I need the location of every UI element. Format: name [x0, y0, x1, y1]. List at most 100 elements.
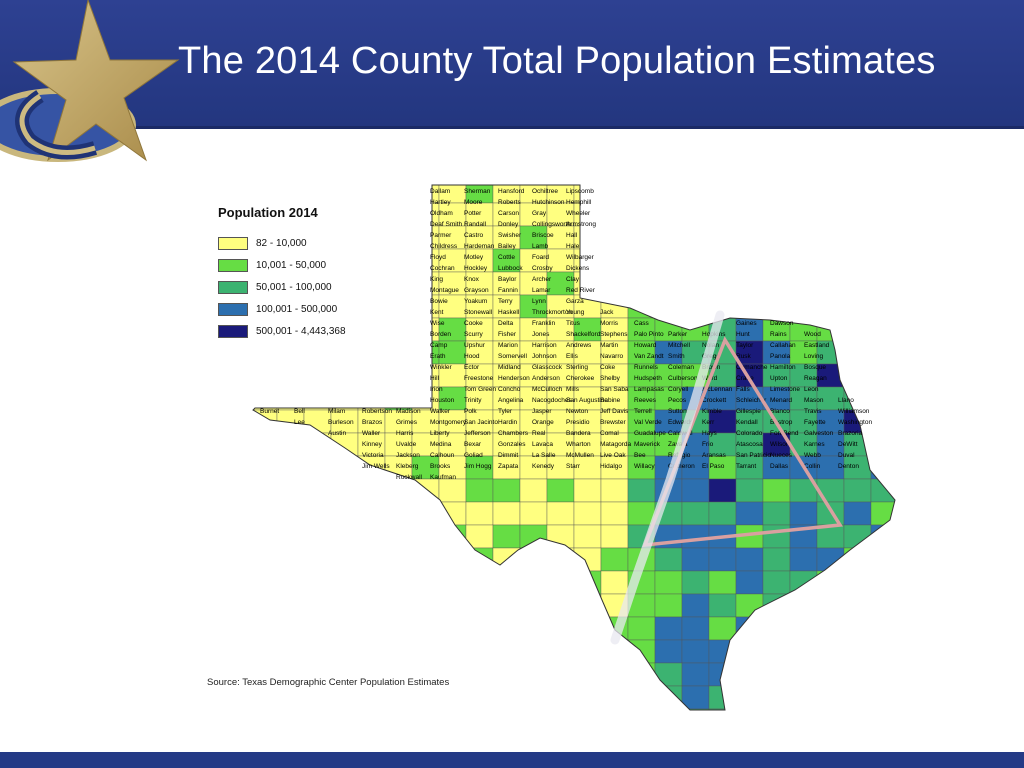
county-cell [303, 478, 332, 503]
legend-label: 10,001 - 50,000 [256, 259, 327, 271]
county-label: Comal [600, 430, 619, 437]
county-cell [465, 708, 494, 710]
county-cell [708, 547, 737, 572]
county-cell [681, 662, 710, 687]
county-label: Titus [566, 320, 581, 327]
county-cell [654, 662, 683, 687]
county-label: Burleson [328, 419, 354, 426]
county-label: Lubbock [498, 265, 523, 272]
county-label: Bowie [430, 298, 448, 305]
county-cell [303, 547, 332, 572]
county-cell [519, 478, 548, 503]
county-cell [627, 616, 656, 641]
texas-county-map: Dallam Sherman Hansford Ochiltree Lipscomb Ha… [252, 184, 920, 711]
county-label: Victoria [362, 452, 384, 459]
county-label: Guadalupe [634, 430, 666, 437]
county-label: Cherokee [566, 375, 595, 382]
county-cell [681, 639, 710, 664]
county-label: Dimmit [498, 452, 518, 459]
county-cell [330, 455, 359, 480]
county-cell [330, 202, 359, 227]
county-label: Jeff Davis [600, 408, 629, 415]
county-cell [762, 294, 791, 319]
county-cell [276, 185, 305, 204]
county-label: Jackson [396, 452, 420, 459]
county-cell [898, 525, 920, 548]
county-label: Cooke [464, 320, 483, 327]
county-cell [546, 524, 575, 549]
county-cell [681, 271, 710, 296]
county-cell [303, 593, 332, 618]
county-cell [816, 317, 845, 342]
county-label: Upshur [464, 342, 486, 349]
county-label: Delta [498, 320, 514, 327]
county-cell [708, 225, 737, 250]
county-label: Callahan [770, 342, 796, 349]
county-label: San Jacinto [464, 419, 498, 426]
county-label: Trinity [464, 397, 482, 404]
county-cell [411, 478, 440, 503]
county-cell [276, 294, 305, 319]
county-cell [276, 248, 305, 273]
county-cell [735, 271, 764, 296]
county-cell [735, 547, 764, 572]
county-cell [330, 340, 359, 365]
county-label: Gray [532, 210, 547, 217]
county-cell [735, 685, 764, 710]
county-label: Rockwall [396, 474, 423, 481]
county-cell [843, 248, 872, 273]
county-cell [789, 547, 818, 572]
county-cell [898, 663, 920, 686]
county-cell [276, 317, 305, 342]
county-label: Nueces [770, 452, 793, 459]
county-cell [253, 202, 278, 227]
county-label: Grimes [396, 419, 418, 426]
county-cell [519, 570, 548, 595]
county-cell [600, 547, 629, 572]
county-cell [573, 478, 602, 503]
county-cell [384, 185, 413, 204]
county-cell [546, 501, 575, 526]
county-label: Palo Pinto [634, 331, 664, 338]
county-cell [253, 639, 278, 664]
county-cell [762, 185, 791, 204]
slide-title: The 2014 County Total Population Estimat… [178, 40, 936, 82]
county-cell [330, 639, 359, 664]
county-cell [654, 708, 683, 710]
county-label: Carson [498, 210, 519, 217]
county-cell [384, 570, 413, 595]
i35-corridor-overlay [610, 310, 725, 645]
county-cell [789, 294, 818, 319]
county-label: Hill [430, 375, 440, 382]
county-label: Williamson [838, 408, 870, 415]
county-label: Nacogdoches [532, 397, 572, 404]
county-cell [303, 225, 332, 250]
county-label: Mason [804, 397, 824, 404]
county-cell [898, 479, 920, 502]
county-cell [870, 317, 895, 342]
county-cell [762, 478, 791, 503]
county-cell [357, 271, 386, 296]
source-note: Source: Texas Demographic Center Populat… [207, 677, 450, 688]
county-cell [816, 294, 845, 319]
county-label: Fisher [498, 331, 517, 338]
county-cell [898, 203, 920, 226]
county-label: Washington [838, 419, 872, 426]
county-cell [492, 501, 521, 526]
county-cell [600, 185, 629, 204]
county-cell [735, 639, 764, 664]
county-cell [789, 202, 818, 227]
county-label: Swisher [498, 232, 522, 239]
county-cell [465, 547, 494, 572]
county-cell [627, 685, 656, 710]
county-label: Rusk [736, 353, 752, 360]
county-cell [330, 570, 359, 595]
county-cell [384, 616, 413, 641]
county-cell [735, 185, 764, 204]
legend-swatch [218, 258, 248, 272]
county-cell [519, 501, 548, 526]
county-cell [357, 570, 386, 595]
county-label: Aransas [702, 452, 727, 459]
county-cell [357, 501, 386, 526]
county-label: Hale [566, 243, 580, 250]
